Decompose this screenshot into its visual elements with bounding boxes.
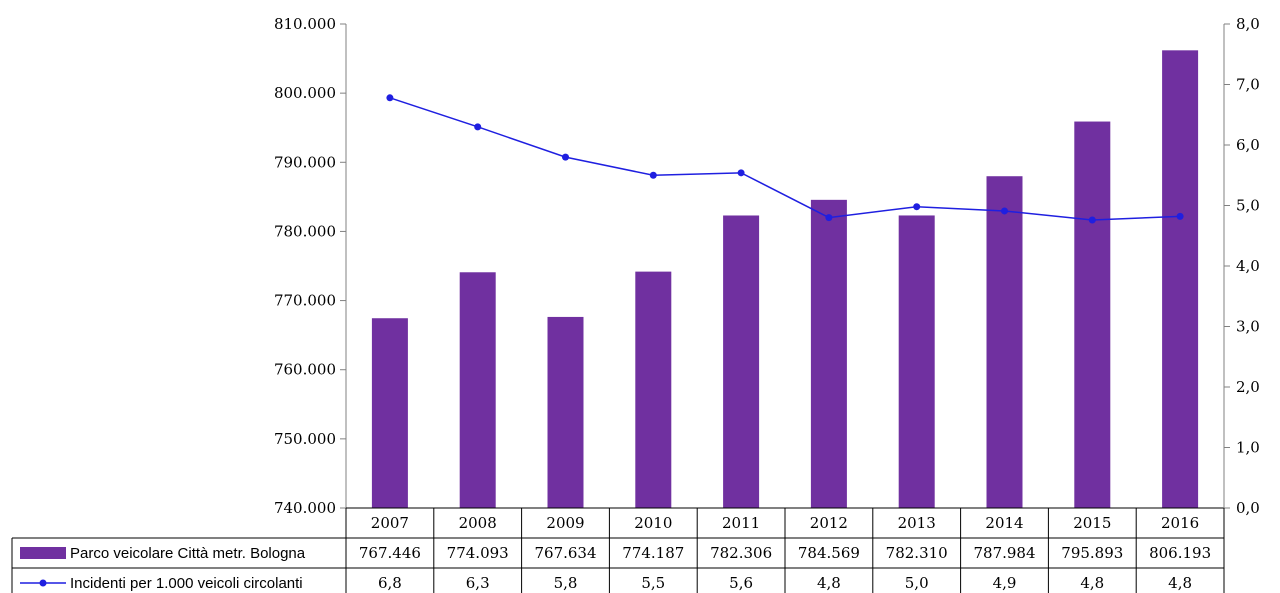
line-point <box>825 214 833 222</box>
bar-value-label: 782.310 <box>886 544 948 562</box>
bar-value-label: 795.893 <box>1061 544 1123 562</box>
line-point <box>913 203 921 211</box>
bar <box>723 215 760 508</box>
bar <box>1074 121 1111 508</box>
line-point <box>649 171 657 179</box>
bar-value-label: 767.446 <box>359 544 421 562</box>
line-point <box>386 94 394 102</box>
right-axis-tick-label: 5,0 <box>1236 197 1260 215</box>
line-value-label: 4,8 <box>817 574 841 592</box>
axes: 740.000 750.000 760.000 770.000 780.000 790.0… <box>274 15 1260 517</box>
line-point <box>737 169 745 177</box>
x-axis-tick-label: 2007 <box>371 514 409 532</box>
bar-value-label: 782.306 <box>710 544 772 562</box>
x-axis-tick-label: 2012 <box>810 514 848 532</box>
x-axis-tick-label: 2009 <box>546 514 584 532</box>
bar <box>986 176 1023 508</box>
left-axis-tick-label: 740.000 <box>274 499 336 517</box>
left-axis-tick-label: 800.000 <box>274 84 336 102</box>
right-axis-tick-label: 4,0 <box>1236 257 1260 275</box>
line-point <box>474 123 482 131</box>
x-axis-tick-label: 2013 <box>898 514 936 532</box>
line-path <box>389 97 1181 221</box>
bar <box>547 316 584 508</box>
line-value-label: 5,0 <box>905 574 929 592</box>
bar <box>459 272 496 508</box>
x-axis-tick-label: 2011 <box>722 514 760 532</box>
bar <box>371 318 408 508</box>
bar <box>635 271 672 508</box>
x-axis-tick-label: 2008 <box>459 514 497 532</box>
x-axis-tick-label: 2014 <box>985 514 1023 532</box>
right-axis-tick-label: 8,0 <box>1236 15 1260 33</box>
line-value-label: 5,6 <box>729 574 753 592</box>
legend-label-line: Incidenti per 1.000 veicoli circolanti <box>70 575 303 592</box>
right-axis-tick-label: 3,0 <box>1236 318 1260 336</box>
line-value-label: 6,3 <box>466 574 490 592</box>
line-value-label: 4,8 <box>1080 574 1104 592</box>
bar-value-label: 806.193 <box>1149 544 1211 562</box>
x-axis-tick-label: 2016 <box>1161 514 1199 532</box>
line-point <box>1001 207 1008 215</box>
bar <box>898 215 935 508</box>
bar-value-label: 767.634 <box>534 544 596 562</box>
left-axis-tick-label: 750.000 <box>274 430 336 448</box>
line-value-label: 5,8 <box>554 574 578 592</box>
right-axis-tick-label: 2,0 <box>1236 378 1260 396</box>
legend-label-bar: Parco veicolare Città metr. Bologna <box>70 545 306 562</box>
line-value-label: 4,8 <box>1168 574 1192 592</box>
x-axis-tick-label: 2010 <box>634 514 672 532</box>
right-axis-tick-label: 6,0 <box>1236 136 1260 154</box>
bar-series <box>371 50 1199 508</box>
bar-value-label: 784.569 <box>798 544 860 562</box>
legend-swatch-bar <box>20 547 66 559</box>
x-axis-tick-label: 2015 <box>1073 514 1111 532</box>
left-axis-tick-label: 790.000 <box>274 153 336 171</box>
line-point <box>1088 216 1096 224</box>
right-axis-tick-label: 7,0 <box>1236 76 1260 94</box>
left-axis-tick-label: 760.000 <box>274 361 336 379</box>
line-series <box>386 94 1184 224</box>
bar <box>810 199 847 508</box>
bar-value-label: 774.187 <box>622 544 684 562</box>
left-axis-tick-label: 770.000 <box>274 292 336 310</box>
right-axis-tick-label: 0,0 <box>1236 499 1260 517</box>
line-value-label: 5,5 <box>641 574 665 592</box>
right-axis-tick-label: 1,0 <box>1236 439 1260 457</box>
bar-value-label: 774.093 <box>447 544 509 562</box>
bar <box>1162 50 1199 508</box>
line-value-label: 4,9 <box>993 574 1017 592</box>
left-axis-tick-label: 810.000 <box>274 15 336 33</box>
line-point <box>562 153 569 161</box>
bar-value-label: 787.984 <box>973 544 1035 562</box>
line-value-label: 6,8 <box>378 574 402 592</box>
legend-swatch-marker <box>39 579 47 587</box>
line-point <box>1176 212 1184 220</box>
left-axis-tick-label: 780.000 <box>274 222 336 240</box>
data-table: 2007 2008 2009 2010 2011 2012 2013 2014 2015 2016… <box>11 24 1225 593</box>
